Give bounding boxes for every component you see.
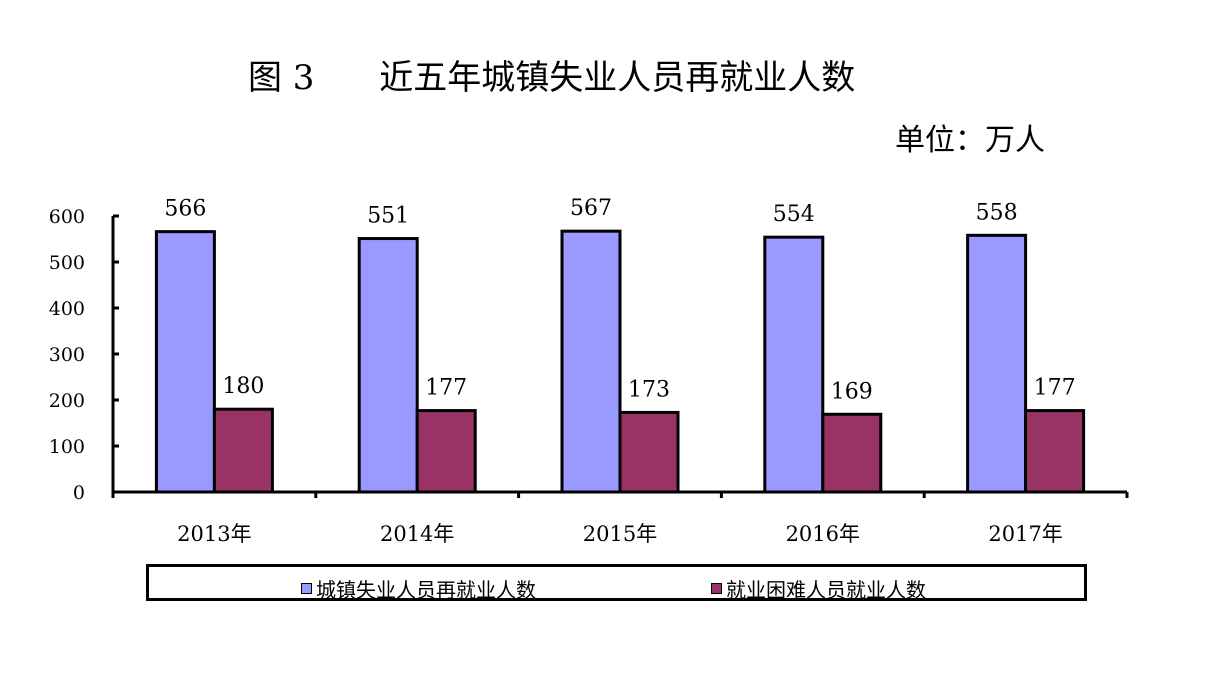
data-label: 177 <box>1034 376 1076 401</box>
y-tick-label: 0 <box>73 482 85 504</box>
y-tick-label: 200 <box>49 390 85 412</box>
data-label: 566 <box>164 197 206 222</box>
x-category-label: 2014年 <box>380 522 454 546</box>
legend-swatch-series1 <box>301 583 312 594</box>
data-label: 567 <box>570 196 612 221</box>
bar-series1 <box>154 230 216 494</box>
y-tick-label: 100 <box>49 436 85 458</box>
data-label: 177 <box>425 376 467 401</box>
bar-series1 <box>357 237 419 494</box>
unit-label: 单位：万人 <box>895 123 1045 158</box>
legend-swatch-series2 <box>711 583 722 594</box>
y-tick-label: 400 <box>49 298 85 320</box>
data-label: 173 <box>628 377 670 402</box>
bar-series2 <box>212 407 274 494</box>
bar-series1 <box>560 229 622 494</box>
x-category-label: 2017年 <box>988 522 1062 546</box>
data-label: 169 <box>831 379 873 404</box>
legend-item-series1: 城镇失业人员再就业人数 <box>301 574 536 603</box>
bar-series1 <box>966 233 1028 494</box>
bar-series1 <box>763 235 825 494</box>
data-label: 554 <box>773 202 815 227</box>
bar-series2 <box>1024 409 1086 494</box>
x-category-label: 2016年 <box>786 522 860 546</box>
legend-label-series1: 城镇失业人员再就业人数 <box>316 578 536 602</box>
chart-title: 图 3 近五年城镇失业人员再就业人数 <box>248 58 856 98</box>
data-label: 551 <box>367 204 409 229</box>
data-label: 558 <box>976 200 1018 225</box>
data-label: 180 <box>222 374 264 399</box>
bar-series2 <box>821 412 883 494</box>
legend: 城镇失业人员再就业人数 就业困难人员就业人数 <box>146 564 1087 603</box>
bar-series2 <box>618 410 680 494</box>
x-category-label: 2013年 <box>177 522 251 546</box>
bar-series2 <box>415 409 477 494</box>
y-tick-label: 600 <box>49 206 85 228</box>
y-tick-label: 500 <box>49 252 85 274</box>
legend-label-series2: 就业困难人员就业人数 <box>726 578 926 602</box>
legend-item-series2: 就业困难人员就业人数 <box>711 574 926 603</box>
x-category-label: 2015年 <box>583 522 657 546</box>
y-tick-label: 300 <box>49 344 85 366</box>
